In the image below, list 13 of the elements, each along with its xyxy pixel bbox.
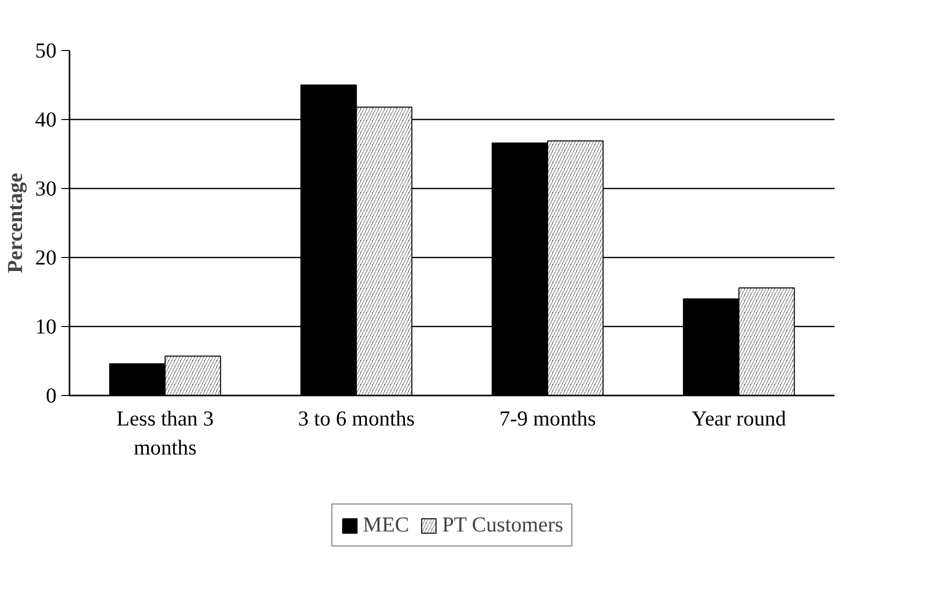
legend-label: MEC <box>362 512 410 538</box>
legend-label: PT Customers <box>442 512 564 538</box>
x-tick-label: 3 to 6 months <box>298 406 415 430</box>
x-tick-label: Less than 3 months <box>116 406 214 460</box>
x-tick-label: Year round <box>692 406 786 430</box>
y-tick-label: 40 <box>35 108 56 132</box>
y-tick-label: 10 <box>35 314 56 338</box>
x-tick-label: 7-9 months <box>499 406 596 430</box>
y-tick-label: 20 <box>35 246 56 270</box>
y-tick-label: 50 <box>35 38 56 62</box>
y-axis-title: Percentage <box>3 172 28 274</box>
y-tick-label: 30 <box>35 176 56 200</box>
y-tick-label: 0 <box>46 384 57 408</box>
